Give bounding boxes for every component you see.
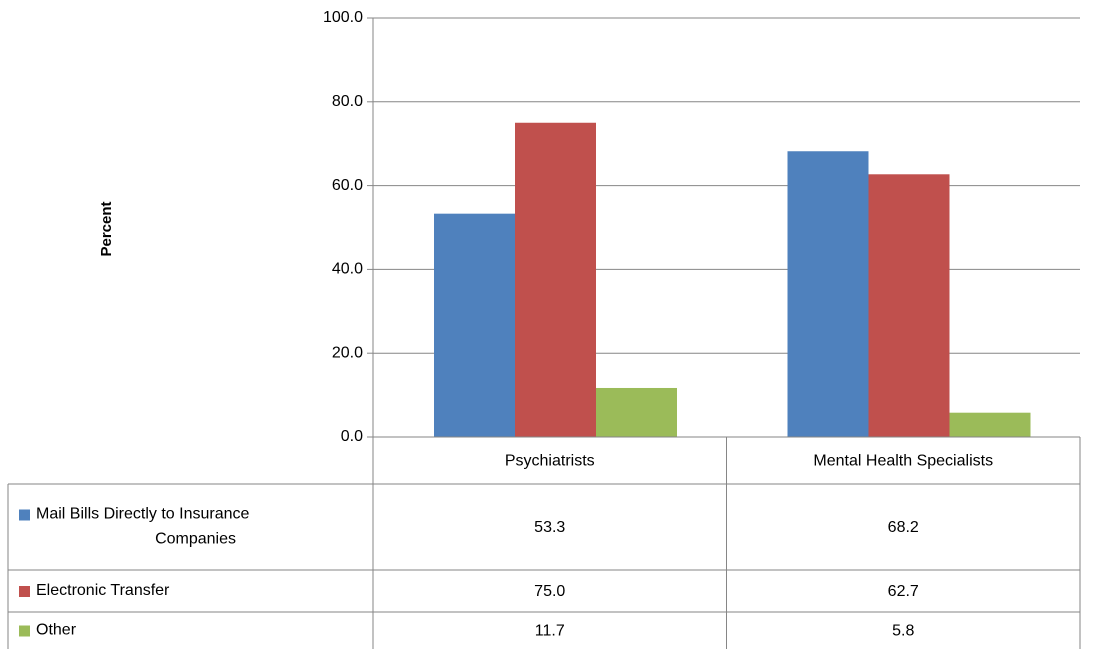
legend-swatch (19, 586, 30, 597)
data-table-value: 62.7 (888, 583, 919, 600)
y-tick-label: 40.0 (332, 261, 363, 278)
bar (596, 387, 677, 437)
axes (367, 17, 374, 438)
bar (787, 151, 869, 437)
data-table: Psychiatrists Mental Health Specialists Ma… (7, 436, 1081, 649)
data-table-value: 68.2 (888, 519, 919, 536)
legend-label: Electronic Transfer (36, 582, 170, 599)
legend-label: Other (36, 622, 77, 639)
legend-label: Mail Bills Directly to Insurance (36, 506, 250, 523)
y-tick-label: 20.0 (332, 344, 363, 361)
y-tick-label: 80.0 (332, 93, 363, 110)
y-tick-label: 100.0 (323, 9, 363, 26)
legend-swatch (19, 625, 30, 637)
bar (949, 412, 1031, 437)
data-table-value: 53.3 (534, 519, 565, 536)
y-axis-label: Percent (98, 201, 115, 256)
data-table-value: 75.0 (534, 583, 565, 600)
bar (515, 122, 596, 437)
bar (434, 213, 515, 437)
y-tick-labels: 0.0 20.0 40.0 60.0 80.0 100.0 (323, 9, 363, 445)
legend-label: Companies (155, 531, 236, 548)
bar (868, 174, 950, 438)
legend-swatch (19, 509, 30, 521)
data-table-value: 11.7 (535, 623, 565, 640)
x-tick-label: Psychiatrists (505, 453, 595, 470)
y-tick-label: 0.0 (341, 428, 363, 445)
data-table-value: 5.8 (892, 623, 914, 640)
y-tick-label: 60.0 (332, 177, 363, 194)
x-tick-label: Mental Health Specialists (813, 453, 993, 470)
bars (434, 122, 1031, 438)
